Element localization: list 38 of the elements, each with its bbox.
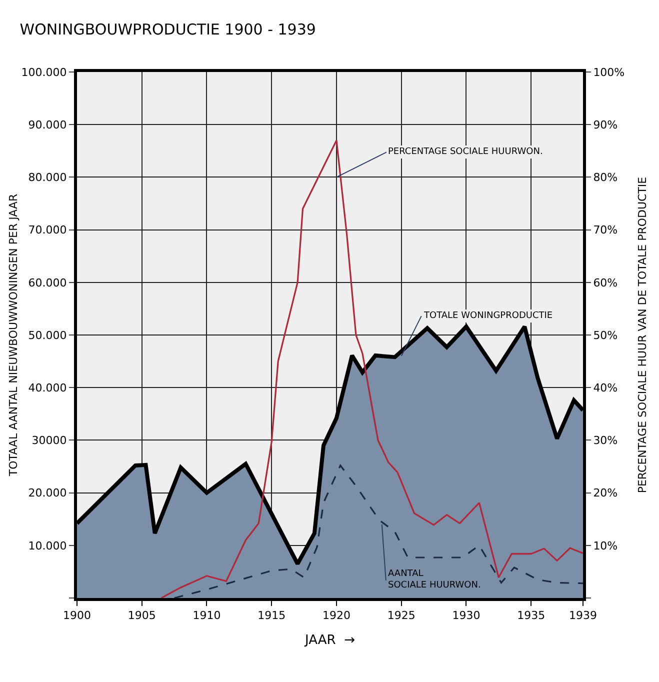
x-tick-label: 1935 [517, 609, 546, 622]
chart-title: WONINGBOUWPRODUCTIE 1900 - 1939 [20, 20, 316, 38]
annotation: AANTAL SOCIALE HUURWON. [388, 569, 481, 591]
y-tick-label: 10.000 [28, 539, 67, 552]
y2-tick-label: 30% [593, 434, 618, 448]
y2-tick-label: 20% [593, 486, 618, 500]
y2-tick-label: 50% [593, 328, 618, 342]
annotation: TOTALE WONINGPRODUCTIE [423, 311, 553, 321]
line-series [174, 464, 583, 598]
y2-tick-label: 40% [593, 381, 618, 394]
y-tick-label: 60.000 [28, 276, 67, 290]
x-tick-label: 1925 [387, 609, 416, 622]
y-tick-label: 90.000 [28, 118, 67, 132]
y2-tick-label: 100% [593, 66, 625, 79]
annotation: PERCENTAGE SOCIALE HUURWON. [388, 147, 543, 157]
x-tick-label: 1939 [569, 609, 597, 622]
y-tick-label: 50.000 [28, 328, 67, 342]
x-tick-label: 1900 [63, 609, 91, 622]
y2-tick-label: 70% [593, 224, 618, 237]
x-tick-label: 1920 [322, 609, 350, 622]
y2-tick-label: 10% [593, 539, 618, 552]
y2-tick-label: 60% [593, 276, 618, 290]
y-axis-title: TOTAAL AANTAL NIEUWBOUWWONINGEN PER JAAR [6, 193, 20, 478]
y2-tick-label: 80% [593, 171, 618, 184]
y-tick-label: 30000 [32, 434, 67, 448]
x-tick-label: 1905 [128, 609, 156, 622]
x-tick-label: 1910 [192, 609, 221, 622]
x-axis-title: JAAR → [304, 632, 356, 648]
x-tick-label: 1915 [258, 609, 286, 622]
y-tick-label: 20.000 [28, 486, 67, 500]
y-tick-label: 40.000 [28, 381, 67, 394]
y-tick-label: 100.000 [21, 66, 67, 79]
y-tick-label: 80.000 [28, 171, 67, 184]
y-tick-label: 70.000 [28, 224, 67, 237]
line-series [160, 140, 583, 598]
x-tick-label: 1930 [452, 609, 480, 622]
y2-axis-title: PERCENTAGE SOCIALE HUUR VAN DE TOTALE PRODUCTIE [636, 176, 649, 494]
y2-tick-label: 90% [593, 118, 618, 132]
